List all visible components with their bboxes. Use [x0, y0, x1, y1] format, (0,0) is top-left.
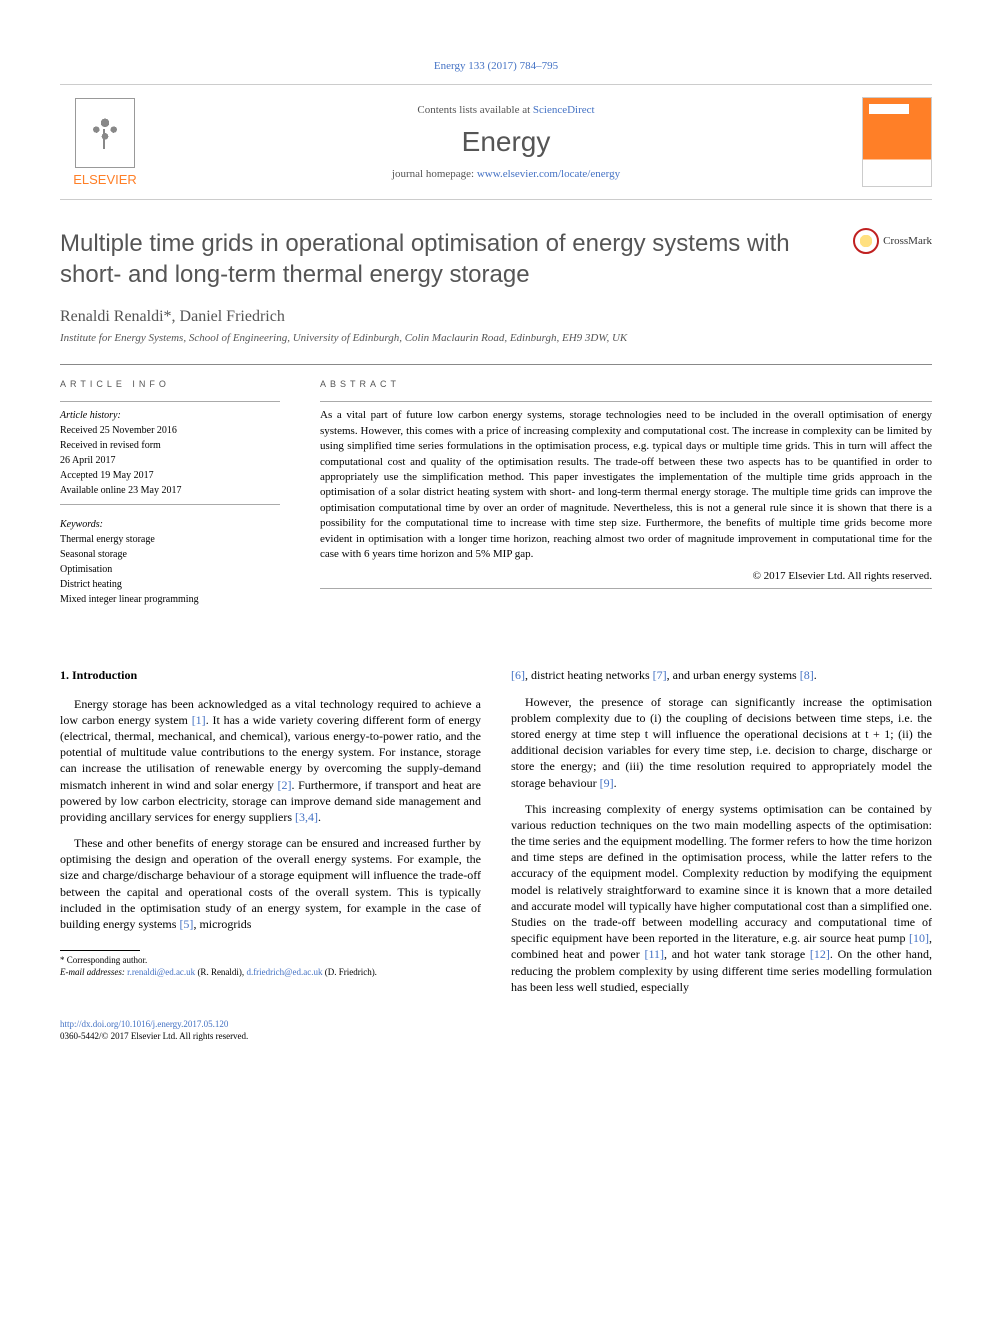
author-email[interactable]: d.friedrich@ed.ac.uk — [246, 967, 322, 977]
journal-cover-thumbnail[interactable] — [862, 97, 932, 187]
publisher-logo[interactable]: ELSEVIER — [60, 98, 150, 187]
keyword: Seasonal storage — [60, 549, 127, 560]
author-email[interactable]: r.renaldi@ed.ac.uk — [127, 967, 195, 977]
article-history-block: Article history: Received 25 November 20… — [60, 401, 280, 505]
footnote-rule — [60, 950, 140, 951]
article-info-heading: ARTICLE INFO — [60, 379, 280, 389]
keyword: Optimisation — [60, 564, 112, 575]
page-footer: http://dx.doi.org/10.1016/j.energy.2017.… — [60, 1019, 932, 1042]
header-center: Contents lists available at ScienceDirec… — [150, 104, 862, 180]
abstract-heading: ABSTRACT — [320, 379, 932, 389]
history-label: Article history: — [60, 410, 121, 421]
sciencedirect-link[interactable]: ScienceDirect — [533, 104, 595, 116]
publisher-name: ELSEVIER — [73, 172, 137, 187]
section-divider — [60, 364, 932, 365]
revised-label: Received in revised form — [60, 440, 161, 451]
section-heading: 1. Introduction — [60, 667, 481, 683]
homepage-link[interactable]: www.elsevier.com/locate/energy — [477, 168, 620, 180]
citation-ref[interactable]: [11] — [644, 947, 664, 961]
abstract-rule-bottom — [320, 588, 932, 589]
contents-available-line: Contents lists available at ScienceDirec… — [150, 104, 862, 116]
body-paragraph: These and other benefits of energy stora… — [60, 835, 481, 932]
crossmark-badge[interactable]: CrossMark — [853, 228, 932, 254]
abstract-rule — [320, 401, 932, 402]
citation-ref[interactable]: [10] — [909, 931, 929, 945]
citation-ref[interactable]: [9] — [600, 776, 614, 790]
revised-date: 26 April 2017 — [60, 455, 116, 466]
crossmark-icon — [853, 228, 879, 254]
affiliation-line: Institute for Energy Systems, School of … — [60, 332, 932, 344]
body-paragraph: [6], district heating networks [7], and … — [511, 667, 932, 683]
body-columns: 1. Introduction Energy storage has been … — [60, 667, 932, 1005]
title-row: Multiple time grids in operational optim… — [60, 228, 932, 290]
body-paragraph: Energy storage has been acknowledged as … — [60, 696, 481, 826]
keywords-label: Keywords: — [60, 519, 103, 530]
elsevier-tree-icon — [75, 98, 135, 168]
keywords-block: Keywords: Thermal energy storage Seasona… — [60, 517, 280, 607]
authors-line: Renaldi Renaldi*, Daniel Friedrich — [60, 308, 932, 326]
article-info-column: ARTICLE INFO Article history: Received 2… — [60, 379, 280, 607]
body-column-right: [6], district heating networks [7], and … — [511, 667, 932, 1005]
journal-header: ELSEVIER Contents lists available at Sci… — [60, 84, 932, 200]
homepage-prefix: journal homepage: — [392, 168, 477, 180]
body-paragraph: However, the presence of storage can sig… — [511, 694, 932, 791]
doi-link[interactable]: http://dx.doi.org/10.1016/j.energy.2017.… — [60, 1019, 228, 1029]
body-paragraph: This increasing complexity of energy sys… — [511, 801, 932, 995]
journal-name: Energy — [150, 126, 862, 158]
abstract-column: ABSTRACT As a vital part of future low c… — [320, 379, 932, 607]
contents-prefix: Contents lists available at — [417, 104, 532, 116]
crossmark-label: CrossMark — [883, 235, 932, 247]
citation-ref[interactable]: [8] — [800, 668, 814, 682]
citation-ref[interactable]: [6] — [511, 668, 525, 682]
footnotes: * Corresponding author. E-mail addresses… — [60, 955, 481, 978]
accepted-date: Accepted 19 May 2017 — [60, 470, 154, 481]
keyword: Thermal energy storage — [60, 534, 155, 545]
issn-copyright: 0360-5442/© 2017 Elsevier Ltd. All right… — [60, 1031, 248, 1041]
received-date: Received 25 November 2016 — [60, 425, 177, 436]
keyword: Mixed integer linear programming — [60, 594, 199, 605]
abstract-copyright: © 2017 Elsevier Ltd. All rights reserved… — [320, 570, 932, 582]
corresponding-author: * Corresponding author. — [60, 955, 481, 967]
citation-line: Energy 133 (2017) 784–795 — [60, 60, 932, 72]
page-container: Energy 133 (2017) 784–795 ELSEVIER Conte… — [0, 0, 992, 1082]
abstract-text: As a vital part of future low carbon ene… — [320, 408, 932, 562]
citation-ref[interactable]: [3,4] — [295, 810, 318, 824]
keyword: District heating — [60, 579, 122, 590]
online-date: Available online 23 May 2017 — [60, 485, 181, 496]
citation-ref[interactable]: [7] — [653, 668, 667, 682]
body-column-left: 1. Introduction Energy storage has been … — [60, 667, 481, 1005]
article-title: Multiple time grids in operational optim… — [60, 228, 853, 290]
homepage-line: journal homepage: www.elsevier.com/locat… — [150, 168, 862, 180]
citation-ref[interactable]: [5] — [179, 917, 193, 931]
citation-ref[interactable]: [12] — [810, 947, 830, 961]
citation-ref[interactable]: [2] — [278, 778, 292, 792]
citation-ref[interactable]: [1] — [192, 713, 206, 727]
email-line: E-mail addresses: r.renaldi@ed.ac.uk (R.… — [60, 967, 481, 979]
email-label: E-mail addresses: — [60, 967, 125, 977]
meta-row: ARTICLE INFO Article history: Received 2… — [60, 379, 932, 607]
